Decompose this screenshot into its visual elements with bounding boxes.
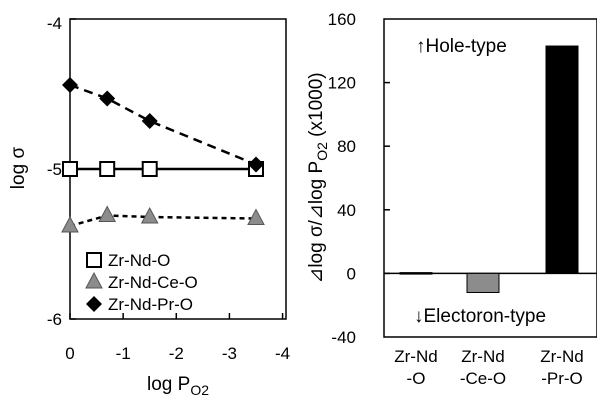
left-y-tick-label: -4 xyxy=(47,14,62,33)
diamond-marker xyxy=(99,90,116,107)
diamond-marker xyxy=(141,113,158,129)
right-y-tick-label: 120 xyxy=(328,74,356,93)
right-y-tick-label: 80 xyxy=(337,137,356,156)
right-y-tick-label: 40 xyxy=(337,201,356,220)
left-x-tick-label: -2 xyxy=(169,344,184,363)
left-x-axis-label-sub: O2 xyxy=(190,382,209,396)
left-y-tick-label: -6 xyxy=(47,310,62,329)
legend-label: Zr-Nd-Pr-O xyxy=(108,295,193,314)
bar xyxy=(545,45,579,274)
bar xyxy=(466,272,500,293)
series-zr-nd-o xyxy=(62,161,264,177)
left-axes: -4 -5 -60 -1 -2 -3 -4 xyxy=(47,14,290,363)
left-x-axis-label-main: log P xyxy=(147,374,190,395)
left-x-tick-label: -4 xyxy=(275,344,290,363)
right-y-axis-label: ⊿log σ/⊿log PO2 (x1000) xyxy=(306,72,330,283)
bar xyxy=(399,272,433,275)
triangle-marker xyxy=(61,215,79,233)
legend-item: Zr-Nd-Ce-O xyxy=(85,271,198,292)
category-label-line: Zr-Nd xyxy=(461,347,504,366)
right-bars: Zr-Nd -O Zr-Nd -Ce-O Zr-Nd -Pr-O xyxy=(394,45,584,388)
log-sigma-vs-logpo2-plot: -4-5-60 -1 -2 -3 -4 log σ log PO2 Zr-Nd-OZr-… xyxy=(8,14,290,396)
triangle-marker xyxy=(140,206,159,224)
square-marker xyxy=(62,161,78,177)
triangle-marker xyxy=(98,205,117,222)
category-label-line: -Pr-O xyxy=(541,369,583,388)
left-x-tick-label: 0 xyxy=(65,344,74,363)
right-y-axis-label-sub: O2 xyxy=(314,142,330,161)
legend-item: Zr-Nd-Pr-O xyxy=(86,295,193,314)
hole-type-annotation: ↑Hole-type xyxy=(416,36,507,57)
left-y-tick-label: -5 xyxy=(47,160,62,179)
legend-label: Zr-Nd-Ce-O xyxy=(108,273,198,292)
right-y-axis-label-main: ⊿log σ/⊿log P xyxy=(306,161,327,284)
diamond-marker xyxy=(62,77,78,93)
right-y-tick-label: 160 xyxy=(328,10,356,29)
legend-label: Zr-Nd-O xyxy=(108,251,170,270)
diamond-marker xyxy=(86,296,102,312)
right-y-tick-label: 0 xyxy=(347,264,356,283)
triangle-marker xyxy=(85,271,103,289)
left-x-tick-label: -3 xyxy=(222,344,237,363)
square-marker xyxy=(99,161,116,177)
square-marker xyxy=(86,252,102,268)
left-x-tick-label: -1 xyxy=(116,344,131,363)
legend-item: Zr-Nd-O xyxy=(86,251,170,270)
category-label: Zr-Nd -Ce-O xyxy=(460,347,506,388)
series-zr-nd-pr-o xyxy=(62,77,264,173)
left-y-axis-label: log σ xyxy=(8,147,29,190)
series-line xyxy=(69,214,257,228)
legend: Zr-Nd-O Zr-Nd-Ce-O Zr-Nd-Pr-O xyxy=(85,251,198,314)
right-y-axis-label-suffix: (x1000) xyxy=(306,72,327,142)
diamond-marker xyxy=(248,156,264,173)
series-line xyxy=(69,83,257,166)
electron-type-annotation: ↓Electoron-type xyxy=(414,306,546,327)
category-label-line: -Ce-O xyxy=(460,369,506,388)
slope-bar-chart: -40 0 40 80 120 160 Zr-Nd -O Zr-Nd -Ce-O Zr-Nd -Pr… xyxy=(306,10,597,388)
square-marker xyxy=(141,161,158,177)
triangle-marker xyxy=(247,208,265,225)
left-series xyxy=(61,77,265,233)
category-label: Zr-Nd -O xyxy=(394,347,437,388)
left-x-axis-label: log PO2 xyxy=(147,374,209,396)
right-plot-frame xyxy=(383,18,597,338)
category-label-line: Zr-Nd xyxy=(394,347,437,366)
category-label-line: -O xyxy=(407,369,426,388)
series-zr-nd-ce-o xyxy=(61,205,265,233)
category-label: Zr-Nd -Pr-O xyxy=(540,347,583,388)
category-label-line: Zr-Nd xyxy=(540,347,583,366)
right-y-tick-label: -40 xyxy=(331,328,356,347)
